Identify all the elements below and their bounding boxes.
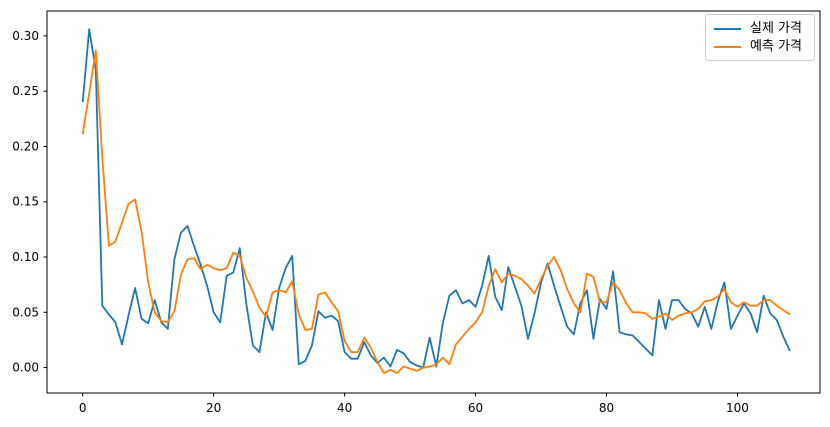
x-tick-label: 80	[599, 401, 614, 415]
x-tick-label: 40	[337, 401, 352, 415]
legend-line-swatch-actual	[714, 27, 741, 30]
legend-item-predicted: 예측 가격	[714, 40, 806, 53]
x-tick-label: 100	[726, 401, 749, 415]
legend-item-actual: 실제 가격	[714, 22, 806, 35]
x-tick-label: 20	[206, 401, 221, 415]
y-tick-label: 0.20	[12, 139, 39, 153]
legend: 실제 가격 예측 가격	[705, 14, 815, 61]
legend-label-actual: 실제 가격	[750, 21, 802, 36]
series-line-0	[81, 28, 791, 369]
legend-label-predicted: 예측 가격	[750, 39, 802, 54]
y-tick-label: 0.25	[12, 84, 39, 98]
y-tick-label: 0.10	[12, 250, 39, 264]
legend-line-swatch-predicted	[714, 45, 741, 48]
axes-frame	[46, 10, 821, 394]
x-tick-label: 0	[79, 401, 87, 415]
y-tick-label: 0.15	[12, 195, 39, 209]
series-line-1	[81, 49, 791, 375]
y-tick-label: 0.00	[12, 361, 39, 375]
y-tick-label: 0.05	[12, 305, 39, 319]
y-tick-label: 0.30	[12, 29, 39, 43]
x-tick-label: 60	[468, 401, 483, 415]
